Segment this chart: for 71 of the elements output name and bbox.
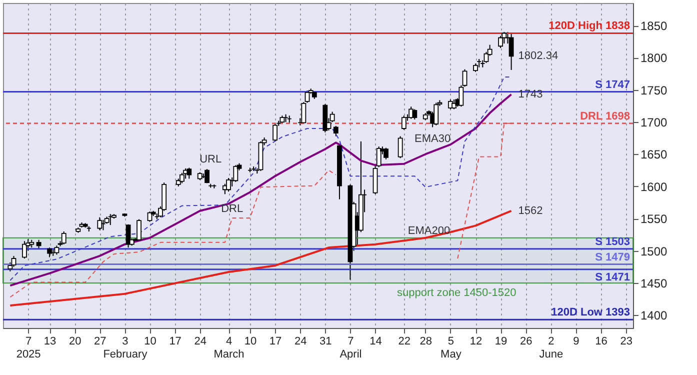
candlestick [333,125,338,137]
x-tick-label: 27 [94,336,106,348]
y-tick-label: 1450 [640,276,668,290]
annotation: EMA200 [408,224,450,237]
candlestick [136,218,142,242]
y-tick-label: 1550 [640,212,668,226]
candlestick [434,102,439,126]
y-tick-label: 1650 [640,148,668,162]
x-tick-label: 4 March [214,336,244,360]
y-tick-label: 1850 [640,19,668,34]
annotation: 1562 [518,204,543,217]
x-tick-label: 17 [169,336,182,348]
ref-line-label: S 1747 [595,78,630,91]
x-tick-label: 12 [470,336,482,348]
candlestick [186,167,192,180]
y-tick-label: 1800 [640,51,668,66]
y-tick-label: 1700 [640,116,668,130]
candlestick [401,115,406,130]
ref-line-label: S 1471 [595,271,630,284]
annotation: 1802.34 [518,50,558,62]
y-tick-label: 1400 [640,308,668,323]
x-tick-label: 31 [320,336,332,348]
ref-line-label: S 1479 [595,251,630,264]
x-tick-label: 23 [620,336,632,348]
ref-line-label: S 1503 [595,236,630,248]
x-tick-label: 28 [420,336,432,348]
y-tick-label: 1500 [640,244,668,258]
candlestick [233,164,238,182]
x-tick-label: 16 [595,336,608,348]
x-tick-label: 7 2025 [16,336,41,360]
x-tick-label: 26 [520,336,532,348]
candlestick [384,147,388,160]
y-tick-label: 1750 [640,83,668,98]
ref-line-label: 120D High 1838 [548,20,630,32]
x-tick-label: 14 [370,336,382,348]
candlestick [204,168,210,184]
candlestick [226,178,231,192]
x-tick-label: 2 June [539,336,564,360]
x-tick-label: 10 [244,336,257,348]
x-tick-label: 24 [194,336,206,348]
ref-line-label: 120D Low 1393 [551,306,630,319]
annotation: EMA30 [414,132,451,145]
candlestick [180,172,184,184]
candlestick [508,32,514,70]
band-label: support zone 1450-1520 [396,286,516,299]
x-tick-label: 19 [494,336,508,348]
candlestick [498,35,504,49]
x-tick-label: 7 April [340,336,362,360]
x-tick-label: 22 [398,336,411,348]
ref-line-label: DRL 1698 [580,110,630,122]
candlestick [47,247,52,258]
candlestick [54,245,60,256]
annotation: URL [200,153,222,166]
x-tick-label: 20 [68,336,82,348]
candlestick [502,31,507,44]
x-tick-label: 24 [294,336,307,348]
x-tick-label: 10 [144,336,156,348]
candlestick [22,240,27,259]
y-tick-label: 1600 [640,180,668,194]
candlestick [398,136,403,159]
x-tick-label: 9 [573,336,580,348]
candlestick [97,216,102,231]
candlestick [272,122,278,142]
x-tick-label: 17 [269,336,282,348]
x-tick-label: 5 May [440,336,462,360]
candlestick [11,255,16,268]
candlestick [61,230,66,245]
annotation: DRL [221,202,244,215]
x-tick-label: 13 [44,336,56,348]
candlestick [36,239,42,250]
candlestick [412,108,418,120]
